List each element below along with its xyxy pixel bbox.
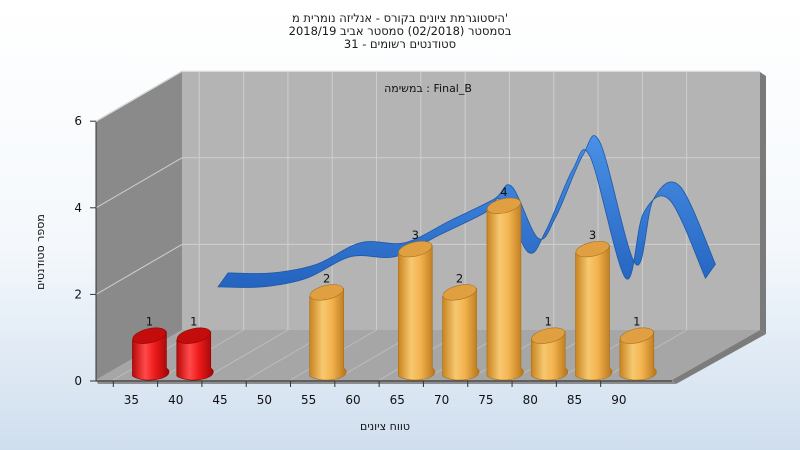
- bar-value-label: 4: [500, 185, 507, 199]
- y-tick-label: 6: [74, 114, 82, 128]
- trend-series: [217, 135, 716, 288]
- x-tick-label: 85: [567, 393, 582, 407]
- bar-cap: [531, 327, 566, 344]
- bars: 1 1 2 3 2 4 1 3 1: [132, 185, 657, 381]
- back-wall-right-edge: [760, 72, 766, 334]
- x-tick-label: 75: [478, 393, 493, 407]
- floor-right-edge: [672, 330, 766, 384]
- x-tick-label: 65: [390, 393, 405, 407]
- x-tick-label: 90: [611, 393, 626, 407]
- x-tick-label: 60: [345, 393, 360, 407]
- bar: 3: [397, 228, 436, 381]
- bar: 3: [575, 228, 613, 381]
- x-axis-title: טווח ציונים: [360, 420, 410, 433]
- bar-cap: [132, 327, 167, 344]
- bar-cap: [575, 240, 610, 258]
- x-tick-label: 55: [301, 393, 316, 407]
- chart-title-line-3: סטודנטים רשומים - 31: [344, 37, 456, 51]
- x-tick-label: 80: [523, 393, 538, 407]
- bar-cap: [442, 284, 477, 301]
- bar: 2: [442, 271, 480, 381]
- grid-line-side: [95, 157, 183, 209]
- bar-body: [575, 244, 613, 381]
- y-tick-label: 4: [74, 201, 82, 215]
- chart-title-line-2: בסמסטר (02/2018) סמסטר אביב 2018/19: [289, 24, 512, 38]
- bar-value-label: 2: [456, 271, 463, 285]
- y-axis-ticks: 0 2 4 6: [74, 114, 96, 388]
- bar-value-label: 3: [412, 228, 419, 242]
- bar-body: [486, 201, 524, 381]
- grid-line-side: [95, 243, 183, 295]
- bar-body: [309, 288, 347, 381]
- assignment-label: במשימה : Final_B: [384, 82, 472, 95]
- chart-title-line-1: היסטוגרמת ציונים בקורס - אנליזה נומרית מ…: [292, 11, 508, 25]
- bar-cap: [176, 327, 211, 344]
- bar-value-label: 1: [545, 315, 552, 329]
- bar: 1: [132, 315, 170, 381]
- bar-cap: [486, 197, 521, 214]
- bar-body: [397, 244, 436, 381]
- bar-cap: [309, 284, 344, 301]
- bar: 2: [309, 271, 347, 381]
- x-axis-ticks: 35 40 45 50 55 60 65 70 75 80 85 90: [112, 381, 626, 407]
- bar-value-label: 1: [633, 315, 640, 329]
- grid-line-side: [95, 70, 183, 122]
- bar-cap: [398, 240, 433, 258]
- bar-body: [442, 288, 480, 381]
- grid-line-floor: [201, 329, 289, 381]
- y-tick-label: 2: [74, 287, 82, 301]
- bar-value-label: 1: [146, 315, 153, 329]
- bar: 1: [619, 315, 657, 381]
- x-tick-label: 45: [212, 393, 227, 407]
- bar: 1: [530, 315, 569, 381]
- bar: 1: [176, 315, 214, 381]
- x-tick-label: 50: [257, 393, 272, 407]
- bar: 4: [486, 185, 524, 381]
- bar-value-label: 2: [323, 271, 330, 285]
- side-wall: [96, 72, 182, 380]
- y-axis-title: מספר סטודנטים: [34, 214, 47, 290]
- y-tick-label: 0: [74, 374, 82, 388]
- bar-value-label: 1: [190, 315, 197, 329]
- x-tick-label: 35: [124, 393, 139, 407]
- x-tick-label: 70: [434, 393, 449, 407]
- x-tick-label: 40: [168, 393, 183, 407]
- bar-value-label: 3: [589, 228, 596, 242]
- bar-cap: [619, 327, 654, 344]
- trend-ribbon: [217, 135, 716, 288]
